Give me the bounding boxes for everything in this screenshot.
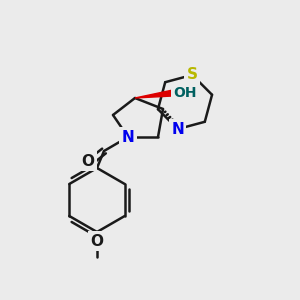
Text: N: N [122, 130, 134, 145]
Polygon shape [135, 90, 173, 98]
Text: OH: OH [173, 86, 197, 100]
Text: O: O [91, 233, 103, 248]
Text: O: O [82, 154, 94, 169]
Text: S: S [187, 68, 198, 82]
Text: N: N [171, 122, 184, 136]
